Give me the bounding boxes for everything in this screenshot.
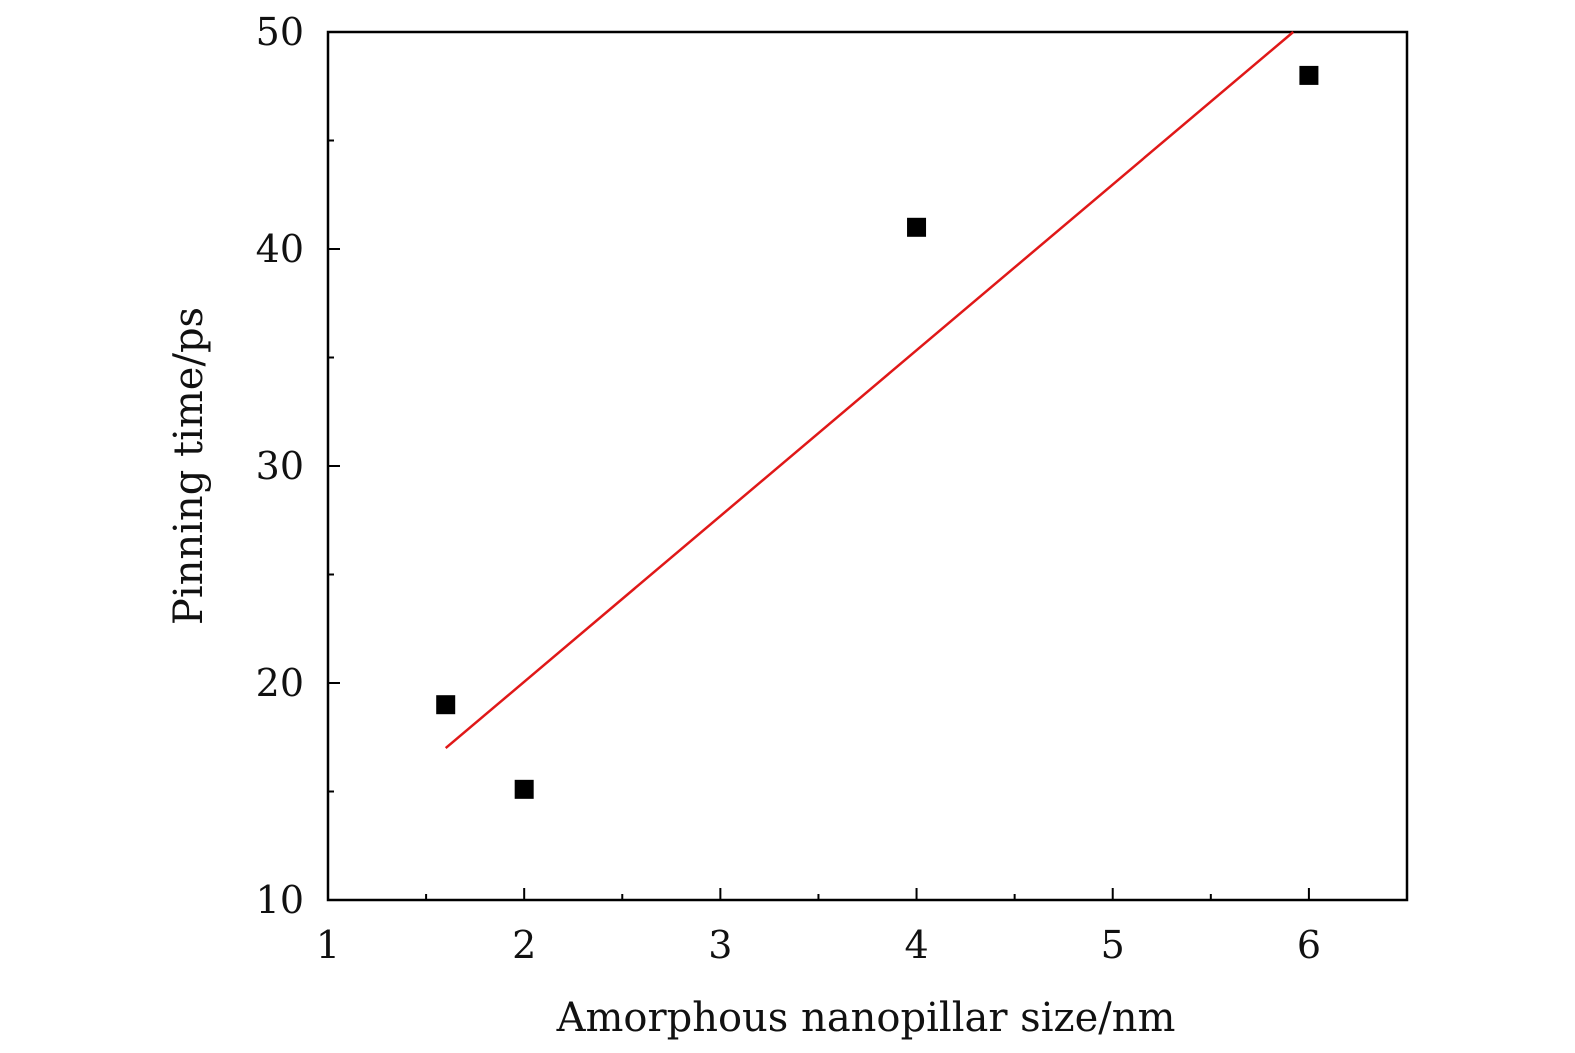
x-tick-label: 5: [1101, 923, 1125, 967]
plot-frame: [326, 30, 1409, 902]
plot-frame-rect: [326, 30, 1409, 902]
x-tick-label: 3: [708, 923, 732, 967]
y-tick-label: 40: [256, 227, 304, 271]
x-tick-label: 6: [1297, 923, 1321, 967]
x-axis-label: Amorphous nanopillar size/nm: [556, 995, 1176, 1041]
y-axis-label: Pinning time/ps: [166, 307, 212, 625]
data-marks: [436, 31, 1319, 799]
y-tick-label: 20: [256, 661, 304, 705]
data-point: [1299, 65, 1319, 85]
fit-line: [444, 31, 1295, 750]
x-tick-label: 1: [316, 923, 340, 967]
y-tick-label: 50: [256, 10, 304, 54]
y-tick-label: 10: [256, 878, 304, 922]
data-point: [514, 779, 534, 799]
x-tick-label: 4: [904, 923, 928, 967]
data-point: [436, 695, 456, 715]
x-tick-label: 2: [512, 923, 536, 967]
data-point: [907, 217, 927, 237]
y-tick-label: 30: [256, 444, 304, 488]
axis-ticks: 1 2 3 4 5 6 10 20 30 40 50: [256, 10, 1321, 967]
